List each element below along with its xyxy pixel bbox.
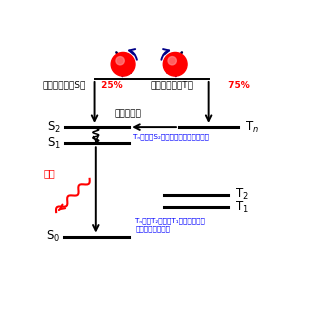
Text: 75%: 75% [225, 81, 250, 90]
Text: S$_2$: S$_2$ [47, 120, 61, 135]
Text: Tₙ状態とS₂状態のエネルギーが接近: Tₙ状態とS₂状態のエネルギーが接近 [133, 134, 209, 140]
Text: T$_2$: T$_2$ [235, 187, 248, 203]
Circle shape [163, 52, 187, 76]
Text: 逆系間交差: 逆系間交差 [115, 109, 141, 118]
Text: 蛍光: 蛍光 [44, 168, 55, 178]
Text: T$_n$: T$_n$ [244, 120, 259, 135]
Text: 三重項状態（T）: 三重項状態（T） [150, 81, 193, 90]
Text: S$_0$: S$_0$ [46, 229, 60, 244]
Text: T$_1$: T$_1$ [235, 200, 248, 215]
Text: 一重項状態（S）: 一重項状態（S） [43, 81, 86, 90]
Circle shape [116, 57, 124, 65]
Circle shape [111, 52, 135, 76]
Circle shape [168, 57, 176, 65]
Text: 25%: 25% [98, 81, 123, 90]
Text: TₙからT₂またはT₁への分子振動
による失活は抑制: TₙからT₂またはT₁への分子振動 による失活は抑制 [135, 217, 205, 232]
Text: S$_1$: S$_1$ [47, 136, 61, 151]
